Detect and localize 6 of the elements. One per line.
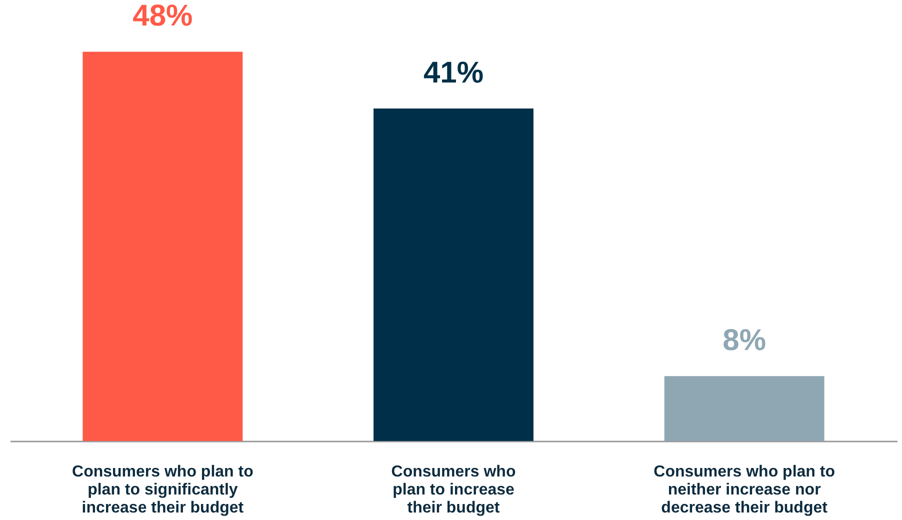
- data-label: 8%: [722, 324, 766, 358]
- data-label: 48%: [132, 0, 193, 33]
- x-tick-label: Consumers who plan to increase their budget: [391, 464, 516, 516]
- x-tick-label: Consumers who plan to neither increase nor decrease their budget: [654, 464, 836, 516]
- data-label: 41%: [423, 56, 484, 90]
- x-tick-label: Consumers who plan to plan to significantly increase their budget: [72, 464, 254, 516]
